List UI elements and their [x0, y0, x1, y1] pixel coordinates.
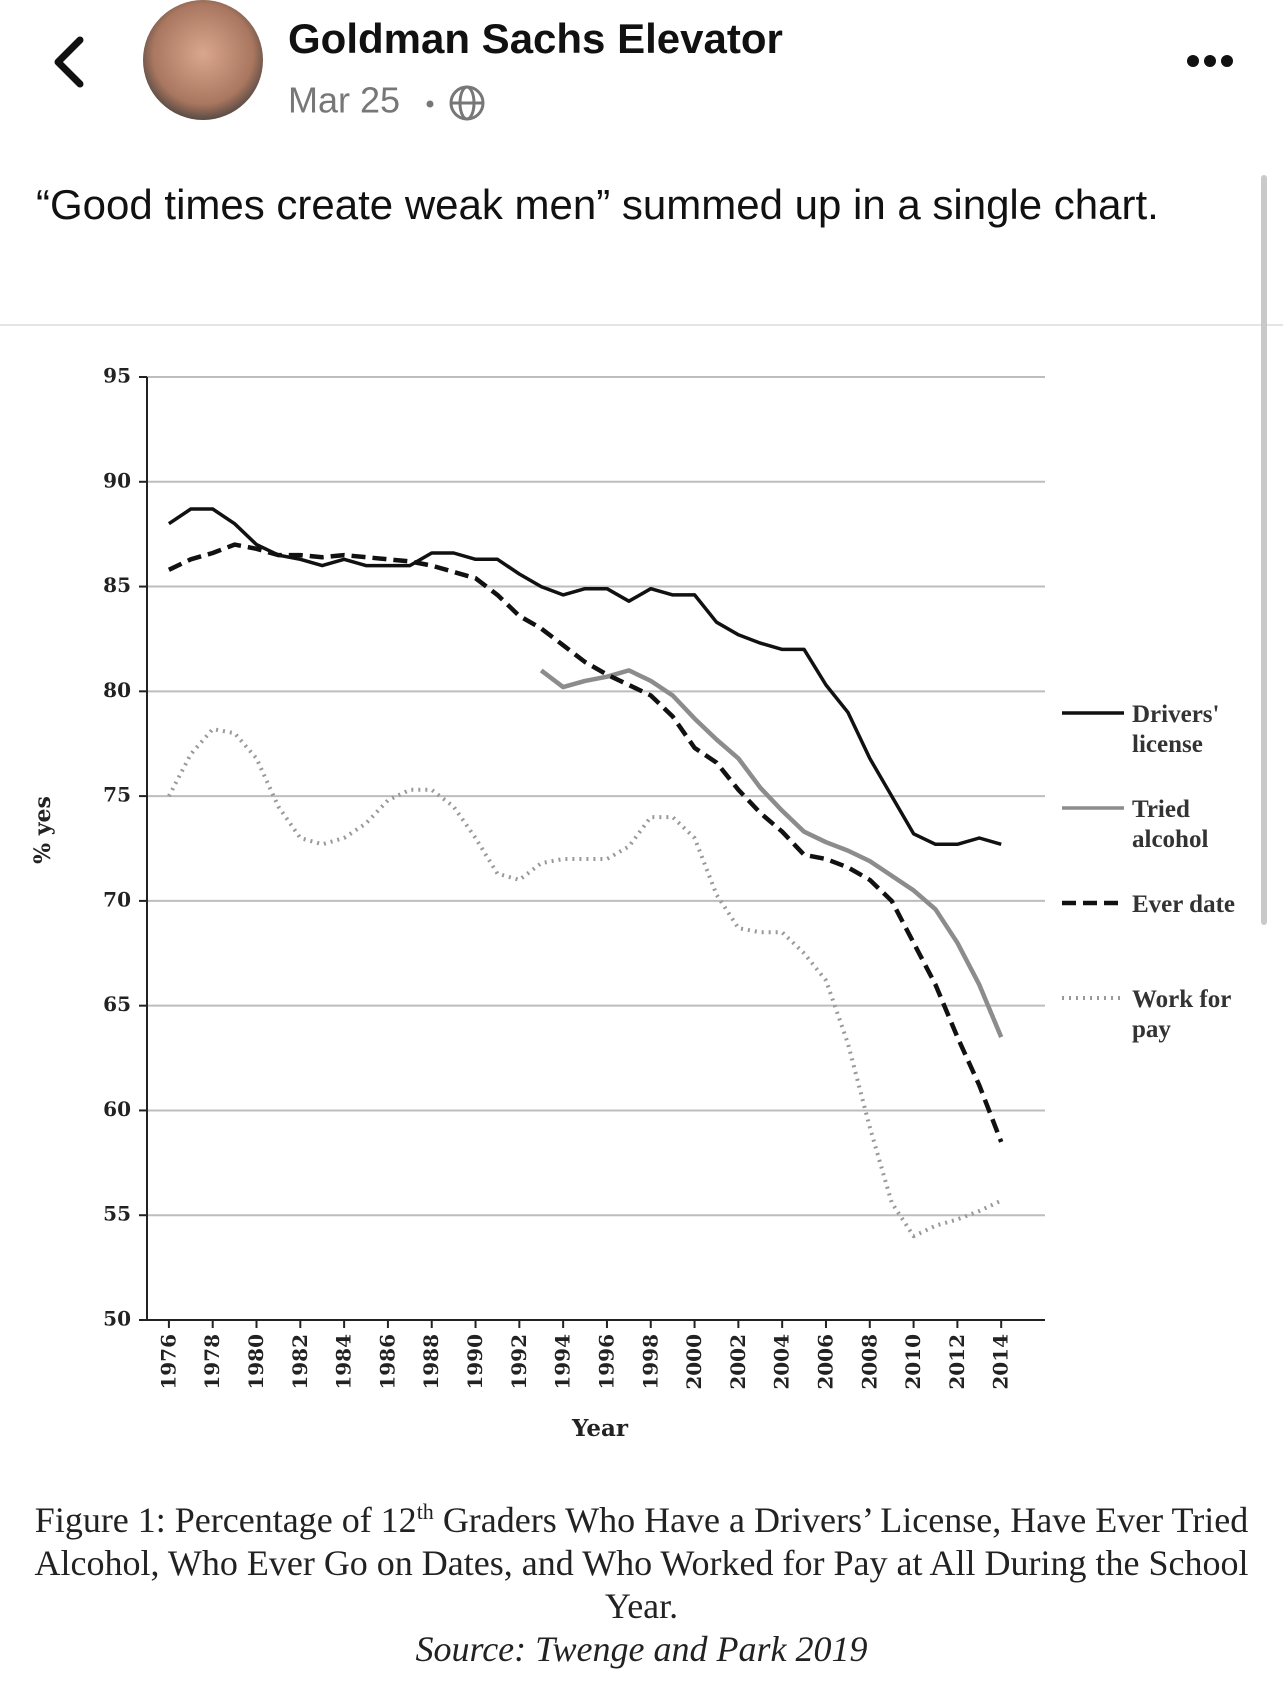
caption-text: Figure 1: Percentage of 12 — [34, 1500, 417, 1540]
y-tick-label: 95 — [103, 364, 131, 388]
y-tick-label: 55 — [103, 1202, 131, 1226]
x-tick-label: 2002 — [726, 1334, 750, 1390]
avatar[interactable] — [143, 0, 263, 120]
x-tick-label: 2014 — [989, 1334, 1013, 1390]
x-tick-label: 2008 — [857, 1334, 881, 1390]
x-tick-label: 1996 — [594, 1334, 618, 1390]
y-axis-label: % yes — [30, 796, 56, 864]
back-button[interactable] — [54, 36, 84, 88]
x-tick-label: 1980 — [244, 1334, 268, 1390]
x-tick-label: 1976 — [156, 1334, 180, 1390]
x-tick-label: 1984 — [332, 1334, 356, 1390]
x-tick-label: 1998 — [638, 1334, 662, 1390]
legend-item: Ever date — [1062, 890, 1252, 920]
y-tick-label: 60 — [103, 1097, 131, 1121]
y-tick-label: 90 — [103, 468, 131, 492]
legend-swatch — [1062, 996, 1124, 1000]
post-date: Mar 25 — [288, 80, 400, 121]
y-tick-label: 85 — [103, 573, 131, 597]
y-tick-label: 75 — [103, 783, 131, 807]
x-tick-label: 1982 — [288, 1334, 312, 1390]
x-tick-label: 2010 — [901, 1334, 925, 1390]
y-tick-label: 65 — [103, 992, 131, 1016]
legend-label: Work for pay — [1132, 986, 1231, 1043]
x-tick-label: 1986 — [375, 1334, 399, 1390]
series-line — [167, 542, 1004, 1143]
x-tick-label: 2012 — [945, 1334, 969, 1390]
globe-icon — [449, 85, 485, 121]
x-tick-label: 1994 — [551, 1334, 575, 1390]
caption-sup: th — [416, 1499, 434, 1524]
x-tick-label: 1988 — [419, 1334, 443, 1390]
y-tick-label: 50 — [103, 1307, 131, 1331]
x-tick-label: 1990 — [463, 1334, 487, 1390]
more-button[interactable] — [1187, 55, 1233, 67]
x-tick-label: 2004 — [770, 1334, 794, 1390]
x-tick-label: 1978 — [200, 1334, 224, 1390]
legend-label: Drivers' license — [1132, 701, 1220, 758]
x-tick-label: 1992 — [507, 1334, 531, 1390]
caption: Figure 1: Percentage of 12th Graders Who… — [0, 1490, 1283, 1671]
legend-item: Drivers' license — [1062, 700, 1252, 760]
legend-swatch — [1062, 711, 1124, 715]
scrollbar — [1261, 175, 1267, 925]
caption-text: Graders Who Have a Drivers’ License, Hav… — [34, 1500, 1249, 1626]
series-line — [167, 507, 1002, 847]
separator-dot — [426, 100, 434, 108]
series-line — [539, 668, 1004, 1038]
series-line — [167, 727, 1003, 1239]
post-text: “Good times create weak men” summed up i… — [36, 181, 1159, 228]
x-tick-label: 2006 — [813, 1334, 837, 1390]
legend-item: Work for pay — [1062, 985, 1252, 1045]
legend-swatch — [1062, 806, 1124, 810]
x-tick-label: 2000 — [682, 1334, 706, 1390]
y-tick-label: 70 — [103, 887, 131, 911]
post-text-box: “Good times create weak men” summed up i… — [36, 181, 1159, 228]
legend-item: Tried alcohol — [1062, 795, 1252, 855]
x-axis-label: Year — [571, 1415, 629, 1442]
y-tick-label: 80 — [103, 678, 131, 702]
caption-source: Source: Twenge and Park 2019 — [415, 1629, 868, 1669]
legend-label: Tried alcohol — [1132, 796, 1209, 853]
legend-swatch — [1062, 900, 1124, 906]
author-name[interactable]: Goldman Sachs Elevator — [288, 15, 783, 62]
legend-label: Ever date — [1132, 891, 1235, 918]
